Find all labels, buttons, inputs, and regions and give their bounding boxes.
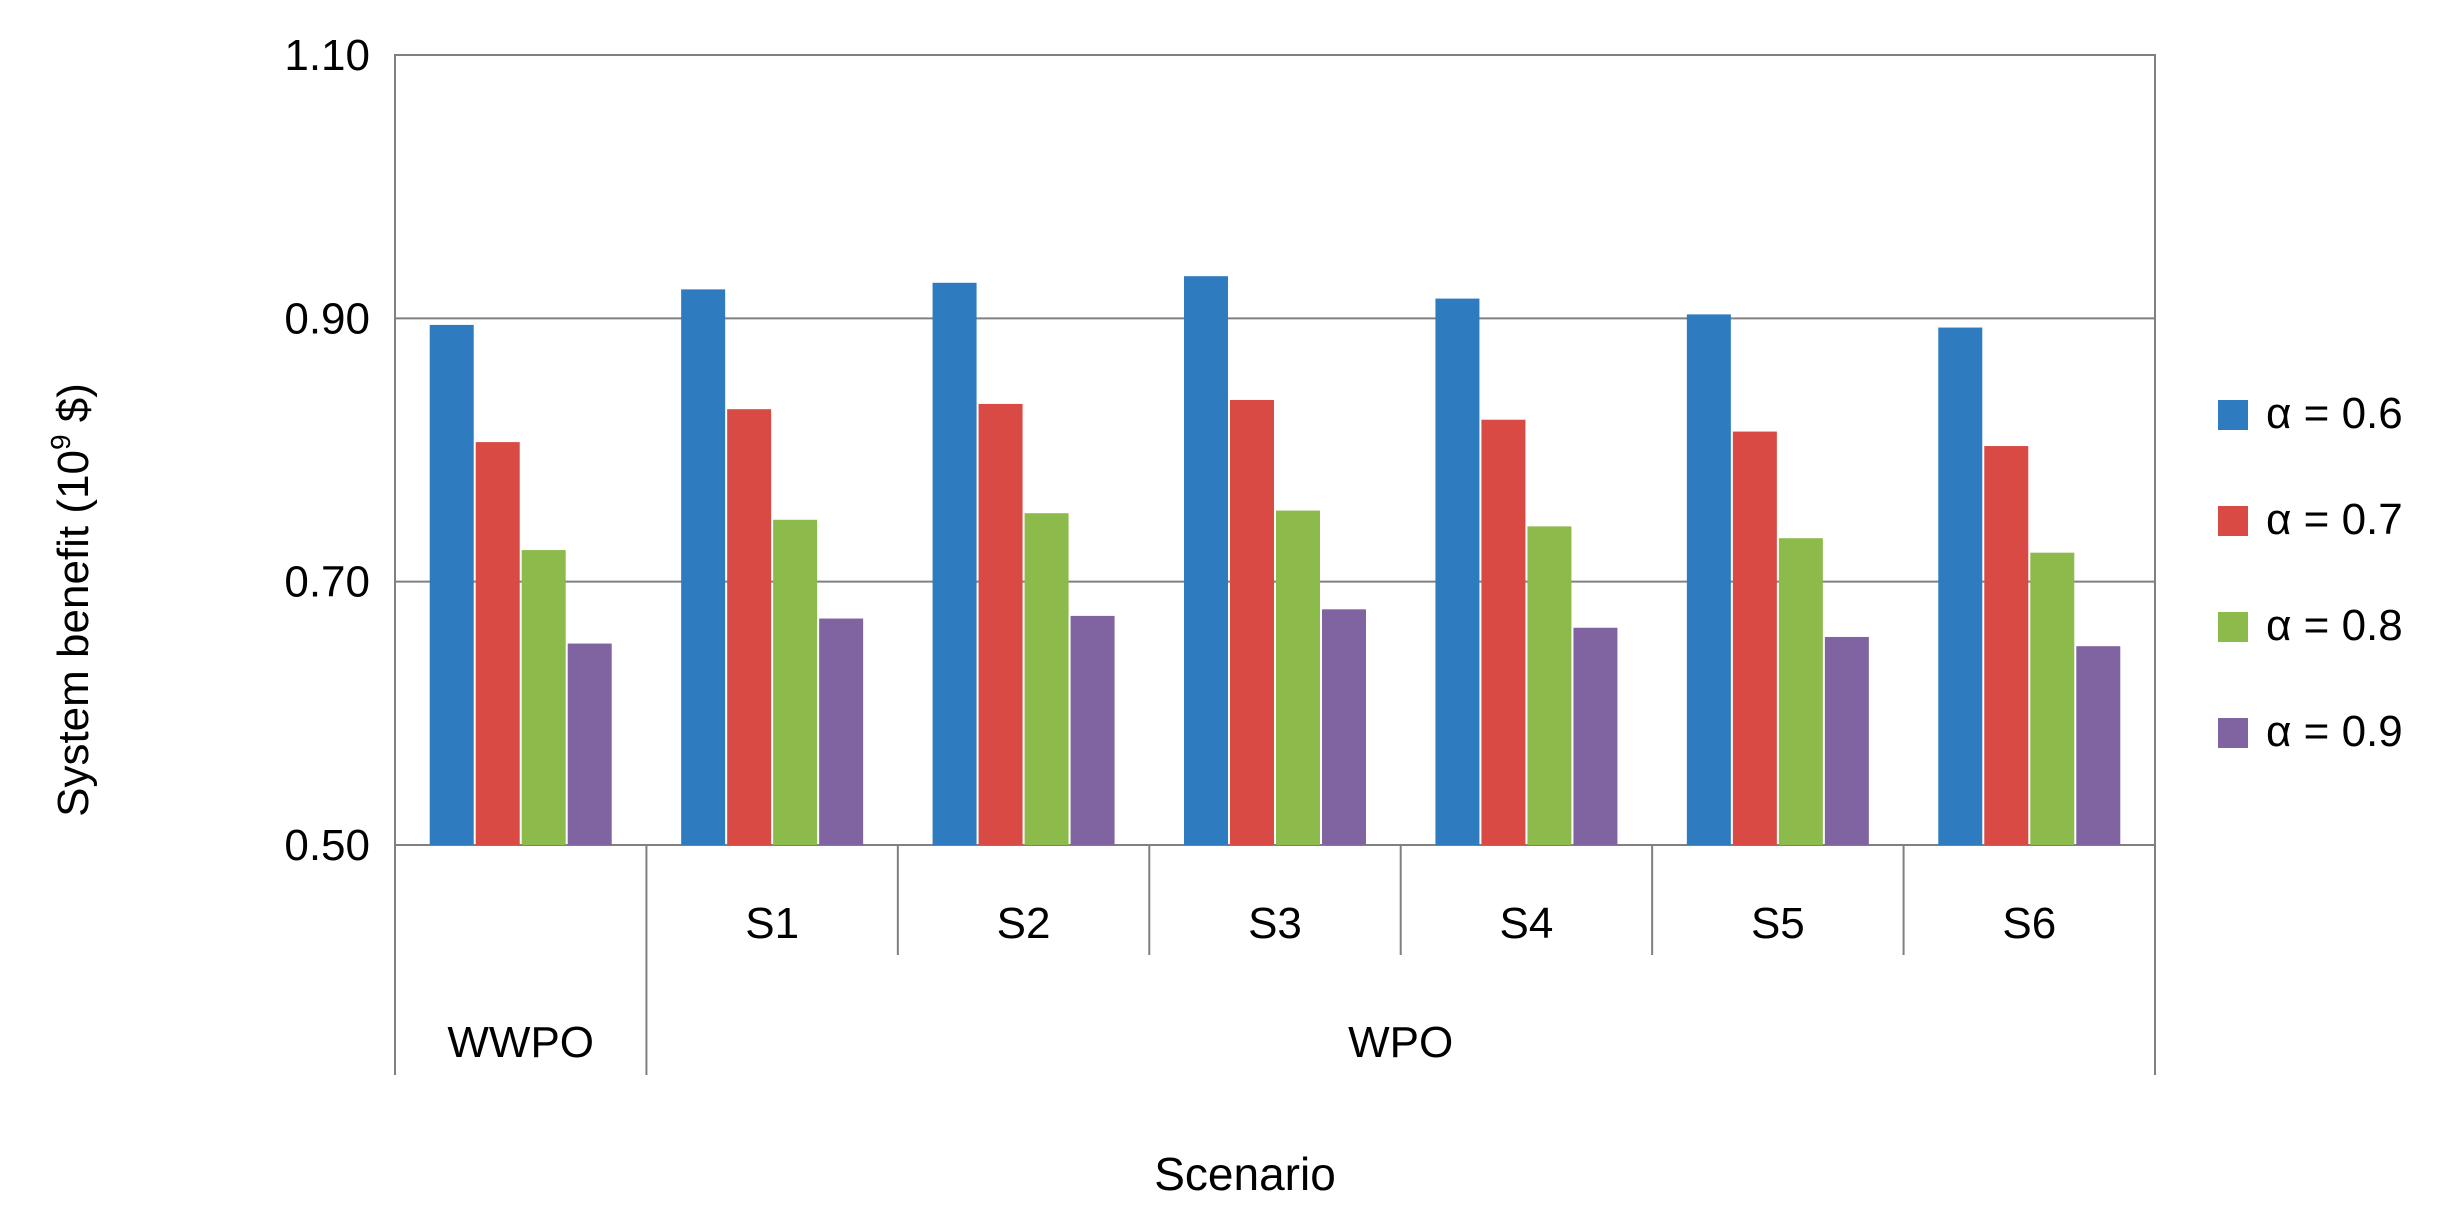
bar — [1984, 446, 2029, 845]
bar — [681, 289, 726, 845]
bar — [1824, 636, 1869, 845]
bar — [1938, 327, 1983, 845]
x-tick-label: S1 — [745, 899, 799, 948]
bar — [1230, 399, 1274, 845]
x-tick-label: S5 — [1751, 899, 1805, 948]
bar — [429, 324, 474, 846]
bar — [1686, 314, 1731, 846]
x-group-label: WPO — [1348, 1018, 1453, 1067]
bar — [978, 403, 1023, 845]
legend-label: α = 0.8 — [2266, 601, 2403, 650]
bar — [521, 550, 566, 845]
legend-label: α = 0.7 — [2266, 495, 2403, 544]
bar — [1024, 513, 1069, 845]
bar — [1527, 526, 1572, 845]
legend-label: α = 0.9 — [2266, 707, 2403, 756]
x-tick-label: S2 — [997, 899, 1051, 948]
legend-swatch — [2218, 612, 2248, 642]
bar — [2030, 552, 2075, 845]
bar — [567, 643, 612, 845]
y-tick-label: 0.70 — [284, 558, 370, 607]
legend-swatch — [2218, 506, 2248, 536]
y-tick-label: 1.10 — [284, 31, 370, 80]
bar — [475, 442, 520, 845]
legend-swatch — [2218, 400, 2248, 430]
bar — [819, 618, 864, 845]
bar — [932, 282, 977, 845]
x-tick-label: S4 — [1500, 899, 1554, 948]
x-axis-categories: WWPO S1 S2 S3 S4 S5 S6 WPO — [394, 845, 2156, 1075]
x-axis-title: Scenario — [1154, 1148, 1336, 1200]
bar — [773, 519, 818, 845]
y-tick-label: 0.90 — [284, 294, 370, 343]
bar — [1778, 538, 1823, 845]
bar — [1732, 431, 1777, 845]
bar — [727, 409, 772, 845]
grid-lines — [395, 317, 2155, 583]
bar — [1435, 298, 1480, 845]
x-tick-label: S3 — [1248, 899, 1302, 948]
legend-label: α = 0.6 — [2266, 389, 2403, 438]
legend: α = 0.6 α = 0.7 α = 0.8 α = 0.9 — [2218, 389, 2403, 756]
bar — [1573, 627, 1618, 845]
bar — [2076, 646, 2121, 845]
bar — [1322, 609, 1366, 845]
y-axis-ticks: 0.50 0.70 0.90 1.10 — [284, 31, 370, 870]
bar — [1276, 510, 1320, 845]
bar — [1481, 419, 1526, 845]
y-tick-label: 0.50 — [284, 821, 370, 870]
bar — [1184, 276, 1228, 845]
bars — [429, 276, 2121, 846]
x-group-label: WWPO — [447, 1018, 594, 1067]
y-axis-title: System benefit (109 $) — [45, 383, 98, 817]
legend-swatch — [2218, 718, 2248, 748]
bar — [1070, 615, 1115, 845]
x-tick-label: S6 — [2002, 899, 2056, 948]
plot-area-frame — [394, 54, 2156, 846]
